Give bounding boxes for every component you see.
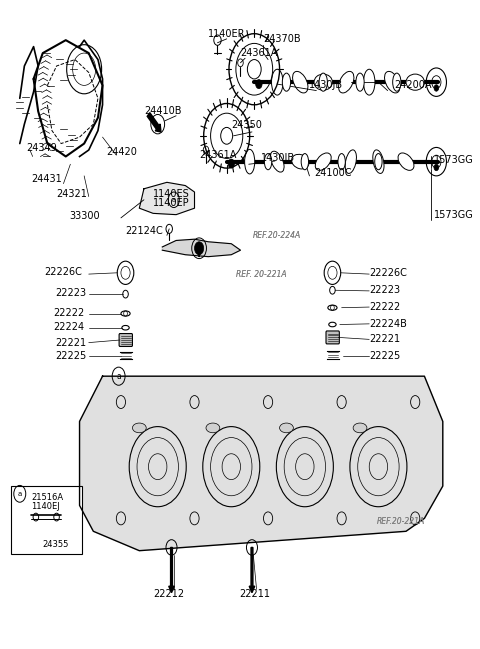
Text: REF.20-221A: REF.20-221A bbox=[377, 517, 426, 526]
Text: 24355: 24355 bbox=[43, 540, 69, 548]
Text: 22212: 22212 bbox=[154, 589, 185, 599]
Text: 33300: 33300 bbox=[70, 211, 100, 221]
Text: 22225: 22225 bbox=[55, 350, 86, 360]
Text: 22223: 22223 bbox=[369, 286, 400, 295]
Ellipse shape bbox=[314, 74, 333, 90]
Text: 22225: 22225 bbox=[369, 350, 400, 360]
Text: 24321: 24321 bbox=[57, 189, 87, 199]
Text: a: a bbox=[116, 372, 121, 381]
Text: 22226C: 22226C bbox=[44, 267, 82, 276]
Circle shape bbox=[434, 164, 439, 171]
Text: 1140EP: 1140EP bbox=[153, 198, 190, 208]
Text: 24370B: 24370B bbox=[264, 34, 301, 44]
Ellipse shape bbox=[315, 153, 331, 170]
Text: REF. 20-221A: REF. 20-221A bbox=[236, 270, 287, 279]
Text: 24349: 24349 bbox=[27, 143, 58, 153]
FancyArrow shape bbox=[147, 113, 161, 132]
Ellipse shape bbox=[398, 153, 414, 170]
Text: 24420: 24420 bbox=[106, 147, 137, 157]
Ellipse shape bbox=[206, 423, 220, 433]
Text: 22221: 22221 bbox=[55, 337, 86, 348]
Ellipse shape bbox=[293, 71, 308, 93]
Ellipse shape bbox=[384, 71, 400, 93]
Text: 1140EJ: 1140EJ bbox=[31, 502, 60, 511]
Ellipse shape bbox=[338, 71, 354, 93]
Text: 24100C: 24100C bbox=[314, 167, 351, 178]
Ellipse shape bbox=[264, 154, 272, 170]
Polygon shape bbox=[80, 376, 443, 551]
Circle shape bbox=[194, 242, 204, 254]
Text: 1430JB: 1430JB bbox=[310, 80, 344, 90]
Text: 24410B: 24410B bbox=[144, 106, 181, 116]
Ellipse shape bbox=[375, 154, 382, 170]
Text: 1140ES: 1140ES bbox=[153, 189, 190, 199]
Text: 1573GG: 1573GG bbox=[433, 210, 473, 220]
Polygon shape bbox=[139, 182, 194, 215]
Text: 24431: 24431 bbox=[31, 174, 62, 184]
Ellipse shape bbox=[356, 73, 364, 92]
Text: 22224: 22224 bbox=[53, 322, 84, 332]
Ellipse shape bbox=[345, 150, 357, 173]
Circle shape bbox=[228, 159, 235, 168]
Ellipse shape bbox=[363, 69, 375, 95]
Ellipse shape bbox=[329, 323, 336, 326]
Ellipse shape bbox=[122, 325, 129, 330]
Text: 22226C: 22226C bbox=[369, 268, 407, 278]
Polygon shape bbox=[162, 239, 240, 256]
Text: 1140ER: 1140ER bbox=[208, 29, 245, 39]
Text: a: a bbox=[18, 491, 22, 497]
Circle shape bbox=[256, 80, 262, 89]
Ellipse shape bbox=[132, 423, 146, 433]
Text: REF.20-224A: REF.20-224A bbox=[253, 231, 301, 240]
Text: 1430JB: 1430JB bbox=[261, 153, 295, 163]
Ellipse shape bbox=[353, 423, 367, 433]
Ellipse shape bbox=[328, 305, 337, 310]
Ellipse shape bbox=[292, 154, 309, 169]
Ellipse shape bbox=[338, 154, 345, 170]
Ellipse shape bbox=[406, 74, 424, 90]
FancyArrow shape bbox=[249, 548, 255, 593]
Ellipse shape bbox=[279, 423, 293, 433]
Text: 22124C: 22124C bbox=[126, 226, 163, 236]
Ellipse shape bbox=[272, 69, 283, 95]
Text: 22211: 22211 bbox=[239, 589, 270, 599]
Text: REF.20-224A: REF.20-224A bbox=[253, 231, 301, 240]
Text: 24200A: 24200A bbox=[395, 80, 432, 90]
Ellipse shape bbox=[301, 154, 309, 170]
Text: REF. 20-221A: REF. 20-221A bbox=[236, 270, 287, 279]
Text: 22222: 22222 bbox=[369, 302, 400, 312]
Circle shape bbox=[434, 85, 439, 92]
Ellipse shape bbox=[373, 150, 384, 173]
Text: a: a bbox=[172, 197, 176, 202]
Ellipse shape bbox=[319, 73, 327, 92]
Ellipse shape bbox=[282, 73, 290, 92]
Text: 22223: 22223 bbox=[55, 289, 86, 299]
Text: 24350: 24350 bbox=[231, 121, 262, 130]
Text: 1573GG: 1573GG bbox=[433, 154, 473, 165]
FancyArrow shape bbox=[169, 548, 174, 593]
Text: 22224B: 22224B bbox=[369, 319, 407, 329]
Bar bbox=[11, 486, 82, 554]
Text: 24361A: 24361A bbox=[199, 150, 237, 160]
Text: 24361A: 24361A bbox=[240, 48, 278, 58]
Text: REF.20-221A: REF.20-221A bbox=[377, 517, 426, 526]
Ellipse shape bbox=[245, 149, 255, 174]
Ellipse shape bbox=[393, 73, 401, 92]
FancyBboxPatch shape bbox=[119, 334, 132, 347]
Ellipse shape bbox=[270, 151, 284, 172]
Text: 21516A: 21516A bbox=[31, 493, 63, 502]
Text: 22222: 22222 bbox=[53, 308, 84, 318]
Ellipse shape bbox=[121, 311, 130, 316]
FancyBboxPatch shape bbox=[326, 331, 339, 344]
Text: 22221: 22221 bbox=[369, 334, 400, 345]
